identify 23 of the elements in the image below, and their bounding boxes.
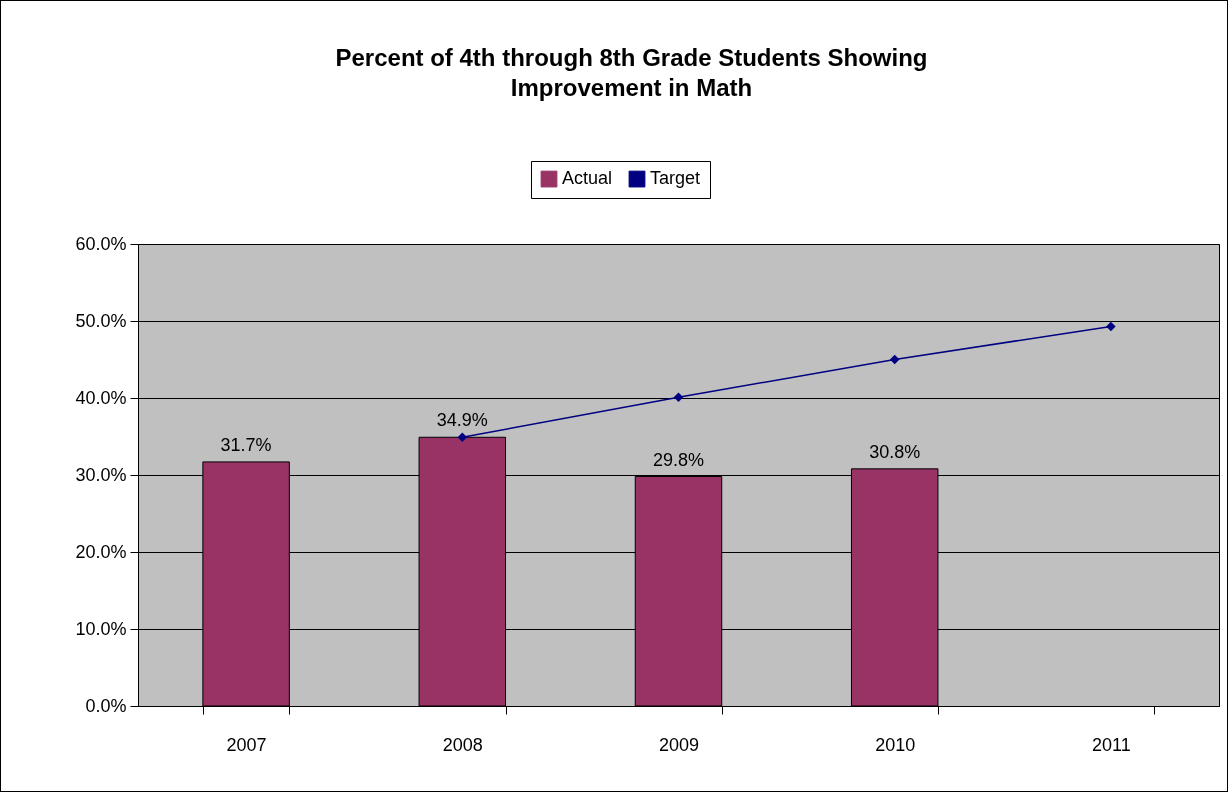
point [673,392,684,402]
chart-title: Percent of 4th through 8th Grade Students Showing Improvement in Math [335,43,928,101]
x-tick-label: 2010 [875,734,916,755]
x-tick-label: 2011 [1092,734,1131,755]
point [889,354,900,365]
data-label: 34.9% [436,410,488,431]
y-tick-label: 50.0% [75,310,127,331]
x-tick-label: 2009 [658,734,700,755]
x-tick-label: 2008 [442,734,483,755]
point [1106,321,1116,332]
legend-label: Target [650,168,701,189]
y-tick-label: 20.0% [75,541,127,562]
legend-label: Actual [562,168,613,189]
y-tick-label: 40.0% [75,387,127,408]
y-tick-label: 30.0% [75,464,127,485]
y-tick-label: 60.0% [75,233,127,254]
data-label: 31.7% [220,434,272,455]
point [457,432,468,443]
y-tick-label: 0.0% [85,695,127,716]
y-tick-label: 10.0% [75,618,127,639]
data-label: 29.8% [652,449,705,470]
data-label: 30.8% [869,441,921,462]
x-tick-label: 2007 [226,734,267,755]
